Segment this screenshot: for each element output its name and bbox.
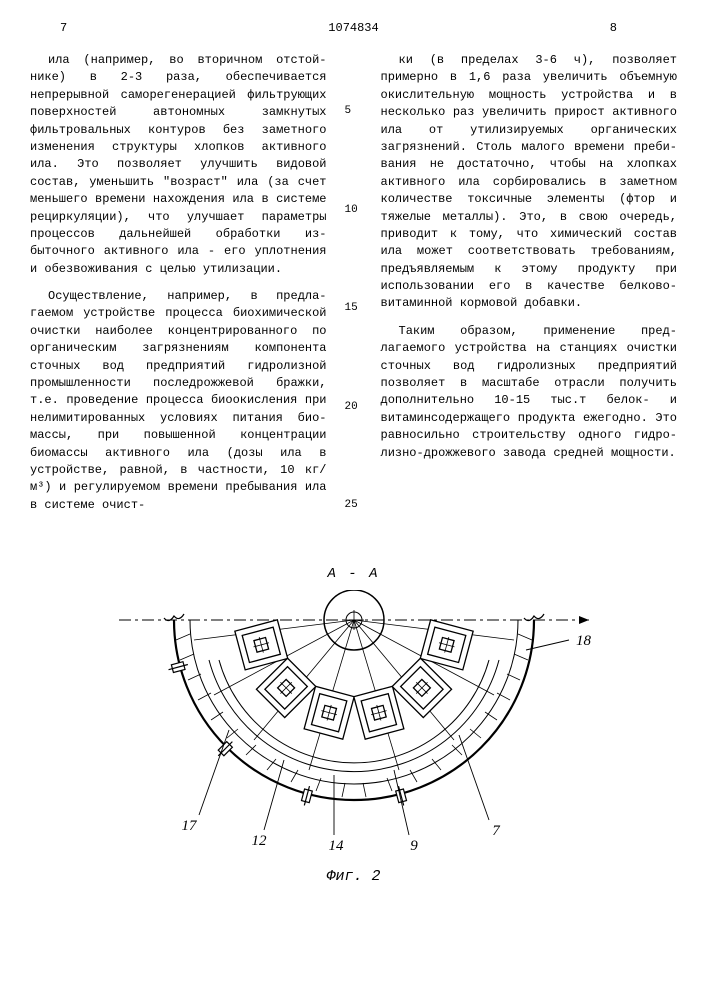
right-p1: ки (в пределах 3-6 ч), позволяет примерн… — [381, 52, 678, 313]
label-9: 9 — [410, 838, 418, 854]
label-17: 17 — [181, 818, 198, 834]
page-header: 7 1074834 8 — [30, 20, 677, 40]
section-label: А - А — [30, 564, 677, 584]
ln-25: 25 — [345, 498, 363, 514]
ln-5: 5 — [345, 104, 363, 120]
left-column: ила (например, во вторичном отстой­нике)… — [30, 52, 327, 524]
page-number-left: 7 — [60, 20, 67, 37]
right-column: ки (в пределах 3-6 ч), позволяет примерн… — [381, 52, 678, 524]
right-p2: Таким образом, применение пред­лагаемого… — [381, 323, 678, 462]
document-number: 1074834 — [328, 20, 378, 37]
figure-caption: Фиг. 2 — [30, 866, 677, 888]
line-numbers: 5 10 15 20 25 — [345, 52, 363, 524]
ln-15: 15 — [345, 301, 363, 317]
label-7: 7 — [492, 823, 501, 839]
label-18: 18 — [576, 633, 592, 649]
label-12: 12 — [251, 833, 267, 849]
figure-area: А - А — [30, 564, 677, 888]
left-p1: ила (например, во вторичном отстой­нике)… — [30, 52, 327, 278]
left-p2: Осуществление, например, в предла­гаемом… — [30, 288, 327, 514]
ln-10: 10 — [345, 203, 363, 219]
ln-20: 20 — [345, 400, 363, 416]
label-14: 14 — [328, 838, 344, 854]
figure-diagram: 17 12 14 9 7 18 — [104, 590, 604, 860]
page-number-right: 8 — [610, 20, 617, 37]
text-columns: ила (например, во вторичном отстой­нике)… — [30, 52, 677, 524]
